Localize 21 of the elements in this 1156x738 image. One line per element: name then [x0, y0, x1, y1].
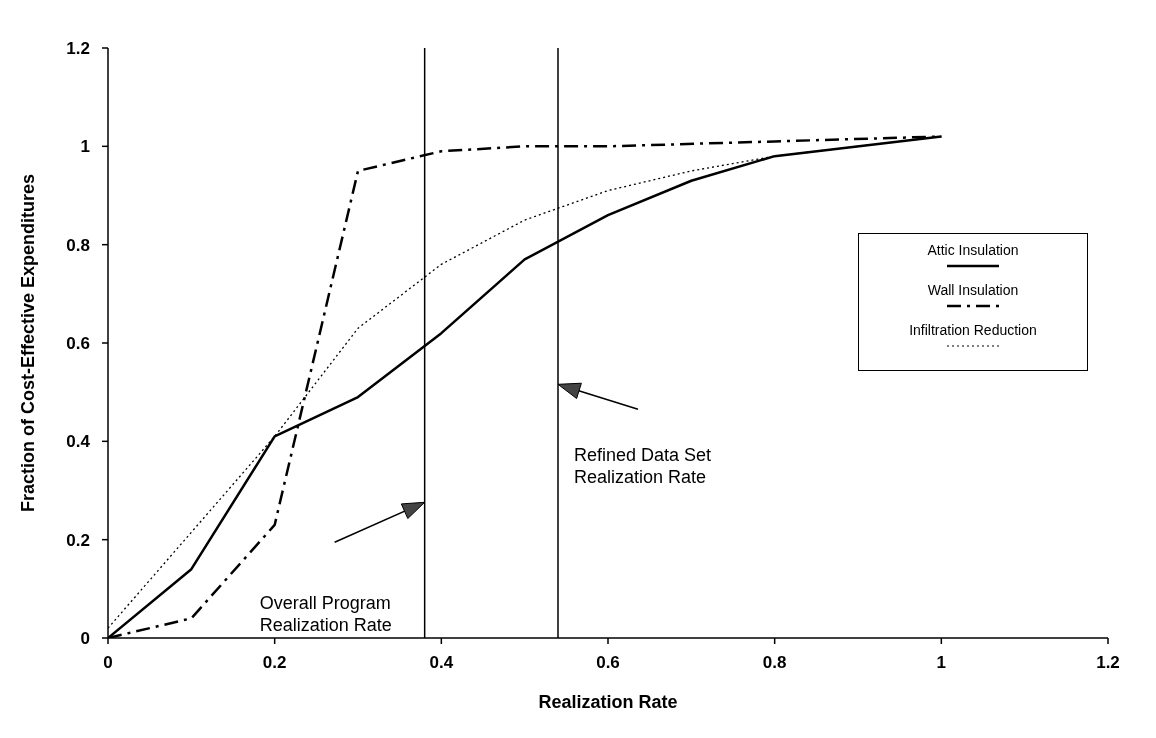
x-tick-label: 0.4	[429, 653, 454, 673]
ref-line-label: Overall Program Realization Rate	[259, 592, 393, 637]
ref-line-label: Refined Data Set Realization Rate	[574, 444, 713, 489]
x-tick-label: 1.2	[1096, 653, 1120, 673]
x-tick-label: 0.6	[596, 653, 620, 673]
x-tick-label: 0.8	[762, 653, 787, 673]
y-tick-label: 0.4	[66, 432, 91, 452]
text: Attic Insulation	[926, 242, 1020, 258]
y-tick-label: 1.2	[66, 39, 90, 59]
y-tick-label: 0.2	[66, 530, 90, 550]
legend-label: Infiltration Reduction	[908, 322, 1038, 338]
y-tick-label: 0	[80, 629, 90, 649]
y-axis-title: Fraction of Cost-Effective Expenditures	[18, 173, 39, 513]
y-tick-label: 0.8	[66, 235, 90, 255]
text: Wall Insulation	[926, 282, 1020, 298]
y-tick-label: 0.6	[66, 334, 90, 354]
x-tick-label: 0.2	[262, 653, 287, 673]
x-axis-title: Realization Rate	[538, 692, 678, 712]
y-tick-label: 1	[80, 137, 90, 157]
x-tick-label: 1	[936, 653, 947, 673]
x-tick-label: 0	[103, 653, 113, 673]
